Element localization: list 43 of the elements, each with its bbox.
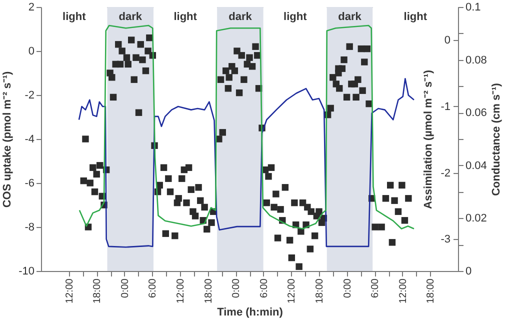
x-axis-title: Time (h:min) xyxy=(217,306,284,319)
y-tick-label: 0 xyxy=(28,46,34,58)
y3-tick-label: 0.08 xyxy=(466,54,487,66)
x-tick-label: 18:00 xyxy=(426,278,437,304)
y-tick-label: -6 xyxy=(24,178,34,190)
y3-axis-title: Conductance (cm s⁻¹) xyxy=(490,82,502,196)
y3-tick-label: 0.06 xyxy=(466,107,487,120)
x-tick-label: 6:00 xyxy=(370,278,382,298)
y-tick-label: -4 xyxy=(24,134,34,146)
y3-tick-label: 0 xyxy=(466,266,472,278)
y2-tick-label: 0 xyxy=(444,34,450,47)
x-tick-label: 12:00 xyxy=(286,278,298,304)
x-tick-label: 0:00 xyxy=(342,278,354,298)
x-tick-label: 18:00 xyxy=(92,278,104,304)
band-label: dark xyxy=(118,11,143,23)
band-label: light xyxy=(174,11,198,23)
x-tick-label: 12:00 xyxy=(398,278,409,304)
y2-axis-title: Assimilation (µmol m⁻² s⁻¹) xyxy=(422,70,434,210)
x-tick-label: 18:00 xyxy=(203,278,214,304)
x-tick-label: 12:00 xyxy=(176,278,186,304)
band-label: dark xyxy=(338,11,362,23)
y-axis-title: COS uptake (pmol m⁻² s⁻¹) xyxy=(2,70,14,208)
y2-tick-label: -2 xyxy=(440,167,450,180)
y2-tick-label: -1 xyxy=(440,100,450,113)
y3-tick-label: 0.02 xyxy=(466,212,487,225)
y-tick-label: -10 xyxy=(18,266,34,278)
band-label: light xyxy=(404,11,428,23)
y2-tick-label: -3 xyxy=(440,234,450,246)
x-tick-label: 6:00 xyxy=(148,278,159,298)
y3-tick-label: 0.1 xyxy=(466,2,481,14)
y-tick-label: 2 xyxy=(28,2,34,14)
y-tick-label: -2 xyxy=(24,90,34,102)
band-label: light xyxy=(62,11,86,23)
x-tick-label: 18:00 xyxy=(314,278,326,304)
x-tick-label: 12:00 xyxy=(64,278,76,304)
line-series xyxy=(78,78,415,248)
x-tick-label: 0:00 xyxy=(120,278,131,298)
x-tick-label: 6:00 xyxy=(258,278,270,298)
band-label: light xyxy=(284,11,308,23)
x-tick-label: 0:00 xyxy=(231,278,242,298)
band-label: dark xyxy=(228,11,253,23)
y3-tick-label: 0.04 xyxy=(466,160,487,172)
y-tick-label: -8 xyxy=(24,222,34,234)
